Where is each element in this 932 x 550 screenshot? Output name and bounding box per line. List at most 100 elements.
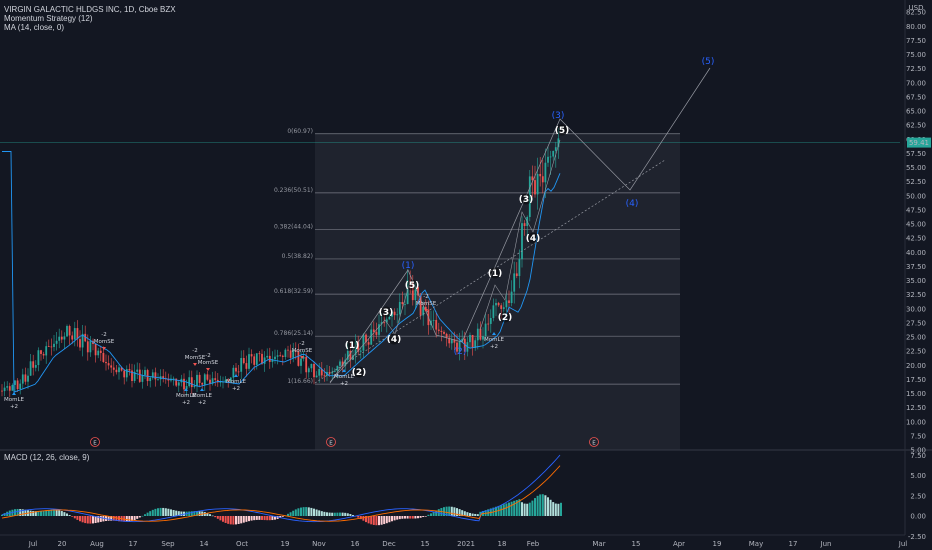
price-tick-label: 17.50: [906, 376, 926, 384]
candle-body: [118, 367, 120, 373]
candle-body: [359, 350, 362, 352]
long-entry-arrow: [12, 392, 16, 395]
candle-body: [172, 378, 175, 380]
macd-bar: [458, 509, 461, 516]
price-tick-label: 70.00: [906, 79, 926, 87]
macd-bar: [133, 516, 136, 521]
candle-body: [320, 369, 323, 376]
fib-level-label: 0.382(44.04): [274, 223, 313, 230]
candle-body: [274, 356, 276, 360]
macd-bar: [167, 508, 170, 516]
candle-body: [302, 356, 305, 359]
macd-bar: [294, 509, 297, 516]
candle-body: [3, 387, 6, 392]
macd-bar: [383, 516, 386, 525]
candle-body: [201, 382, 204, 385]
macd-bar: [29, 510, 32, 516]
elliott-wave-label: (5): [405, 281, 420, 291]
candle-body: [167, 379, 170, 381]
candle-body: [198, 374, 201, 383]
macd-bar: [232, 516, 235, 525]
candle-body: [440, 330, 443, 332]
candle-body: [333, 370, 336, 372]
macd-bar: [92, 516, 94, 524]
candle-body: [183, 378, 185, 390]
macd-bar: [513, 500, 516, 516]
macd-bar: [461, 510, 464, 516]
macd-bar: [479, 511, 482, 516]
macd-bar: [209, 514, 211, 516]
candle-body: [411, 282, 414, 301]
candle-body: [424, 306, 427, 310]
elliott-wave-label: (3): [519, 195, 534, 205]
candle-body: [157, 379, 159, 381]
macd-bar: [365, 516, 367, 523]
candle-body: [24, 374, 27, 382]
macd-bar: [508, 502, 510, 516]
signal-size: +2: [198, 400, 206, 406]
candle-body: [370, 329, 373, 345]
macd-tick-label: 0.00: [910, 513, 926, 521]
candle-body: [349, 350, 352, 360]
macd-bar: [115, 516, 118, 521]
macd-bar: [396, 516, 399, 520]
candle-body: [393, 311, 396, 316]
symbol-title[interactable]: VIRGIN GALACTIC HLDGS INC, 1D, Cboe BZX: [4, 5, 176, 14]
macd-bar: [367, 516, 370, 524]
candle-body: [380, 322, 383, 325]
macd-legend[interactable]: MACD (12, 26, close, 9): [4, 453, 90, 462]
ma-legend[interactable]: MA (14, close, 0): [4, 23, 65, 32]
macd-bar: [300, 507, 302, 516]
candle-body: [422, 306, 425, 316]
time-tick-label: 19: [713, 540, 722, 548]
macd-bar: [326, 512, 328, 516]
macd-bar: [157, 508, 159, 516]
macd-bar: [102, 516, 105, 522]
candle-body: [58, 336, 61, 341]
macd-bar: [370, 516, 373, 525]
signal-label: MomLE: [4, 397, 25, 403]
macd-bar: [224, 516, 227, 523]
elliott-wave-label: (3): [379, 308, 394, 318]
signal-label: MomLE: [334, 374, 355, 380]
macd-bar: [110, 516, 113, 521]
candle-body: [531, 176, 534, 181]
candle-body: [188, 377, 191, 387]
elliott-blue-label: (3): [552, 111, 565, 121]
strategy-legend[interactable]: Momentum Strategy (12): [4, 14, 93, 23]
candle-body: [357, 341, 360, 352]
short-entry-arrow: [300, 356, 304, 359]
candle-body: [544, 162, 547, 183]
candle-body: [185, 386, 188, 390]
candle-body: [112, 367, 115, 370]
elliott-wave-label: (4): [526, 234, 541, 244]
candle-body: [547, 156, 549, 163]
candle-body: [476, 328, 479, 341]
candle-body: [245, 363, 248, 369]
price-tick-label: 40.00: [906, 249, 926, 257]
last-price-tag: [907, 137, 931, 148]
macd-bar: [372, 516, 375, 525]
macd-bar: [357, 516, 360, 518]
macd-bar: [385, 516, 388, 524]
signal-label: MomLE: [176, 393, 197, 399]
trend-dotted-line: [314, 159, 666, 384]
macd-bar: [414, 516, 417, 519]
elliott-blue-label: (2): [454, 347, 467, 357]
macd-bar: [112, 516, 115, 521]
moving-average-line: [2, 151, 561, 393]
time-tick-label: 17: [789, 540, 798, 548]
macd-bar: [76, 516, 79, 520]
candle-body: [313, 363, 315, 378]
candle-body: [29, 361, 32, 376]
candle-body: [177, 382, 180, 386]
price-tick-label: 57.50: [906, 150, 926, 158]
macd-bar: [328, 512, 331, 516]
candle-body: [203, 374, 206, 385]
macd-bar: [453, 507, 456, 516]
long-entry-arrow: [492, 332, 496, 335]
elliott-blue-label: (1): [402, 261, 415, 271]
macd-bar: [250, 516, 253, 521]
macd-bar: [341, 512, 344, 516]
